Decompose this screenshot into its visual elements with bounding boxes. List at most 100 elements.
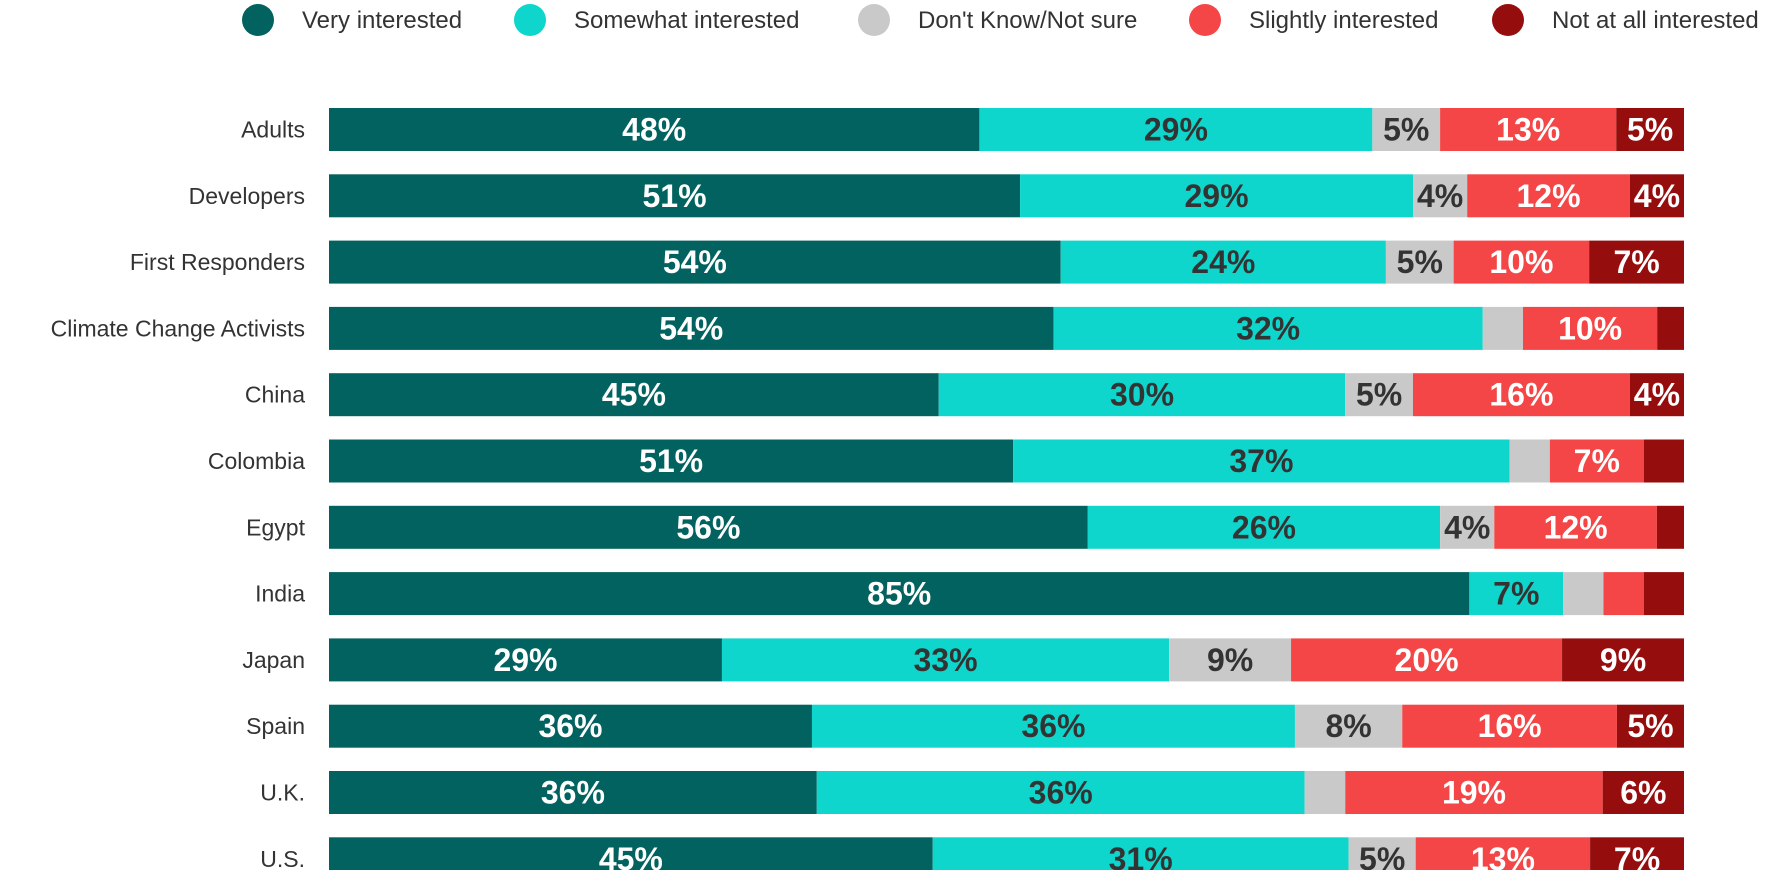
bar-segment-don-t-know-not-sure bbox=[1348, 837, 1416, 870]
bar-segment-don-t-know-not-sure bbox=[1294, 704, 1403, 748]
category-label: First Responders bbox=[130, 249, 305, 275]
data-label-don-t-know-not-sure: 5% bbox=[1359, 841, 1405, 870]
data-label-not-at-all-interested: 7% bbox=[1613, 244, 1659, 280]
data-label-somewhat-interested: 33% bbox=[914, 642, 978, 678]
legend-swatch-not-at-all-interested bbox=[1492, 4, 1524, 36]
bar-row-climate-change-activists: Climate Change Activists 54% 32% 10% bbox=[51, 306, 1684, 350]
bar-segment-slightly-interested bbox=[1494, 505, 1657, 549]
bar-segment-very-interested bbox=[329, 505, 1088, 549]
bar-segment-very-interested bbox=[329, 572, 1470, 616]
bar-segment-not-at-all-interested bbox=[1656, 505, 1684, 549]
bar-segment-slightly-interested bbox=[1467, 174, 1630, 218]
data-label-don-t-know-not-sure: 9% bbox=[1207, 642, 1253, 678]
category-label: Colombia bbox=[208, 448, 305, 474]
legend-swatch-slightly-interested bbox=[1189, 4, 1221, 36]
bar-segment-somewhat-interested bbox=[1013, 439, 1510, 483]
bar-segment-slightly-interested bbox=[1415, 837, 1591, 870]
legend-item-slightly-interested: Slightly interested bbox=[1189, 4, 1438, 36]
legend-label-not-at-all-interested: Not at all interested bbox=[1552, 7, 1759, 34]
data-label-not-at-all-interested: 5% bbox=[1627, 112, 1673, 148]
category-label: Climate Change Activists bbox=[51, 315, 305, 341]
bar-segment-slightly-interested bbox=[1603, 572, 1644, 616]
data-label-don-t-know-not-sure: 8% bbox=[1325, 708, 1371, 744]
bar-segment-slightly-interested bbox=[1440, 108, 1617, 151]
bar-segment-somewhat-interested bbox=[811, 704, 1295, 748]
data-label-don-t-know-not-sure: 5% bbox=[1356, 377, 1402, 413]
bar-segment-slightly-interested bbox=[1413, 373, 1630, 417]
category-label: India bbox=[255, 581, 305, 607]
data-label-don-t-know-not-sure: 4% bbox=[1417, 178, 1463, 214]
data-label-don-t-know-not-sure: 5% bbox=[1397, 244, 1443, 280]
bar-segment-not-at-all-interested bbox=[1629, 373, 1684, 417]
data-label-not-at-all-interested: 6% bbox=[1620, 775, 1666, 811]
bar-segment-not-at-all-interested bbox=[1629, 174, 1684, 218]
legend-label-very-interested: Very interested bbox=[302, 7, 462, 34]
bar-segment-slightly-interested bbox=[1453, 240, 1590, 284]
data-label-somewhat-interested: 36% bbox=[1029, 775, 1093, 811]
bar-row-egypt: Egypt 56% 26% 4% 12% bbox=[246, 505, 1684, 549]
bar-segment-don-t-know-not-sure bbox=[1440, 505, 1495, 549]
bar-row-adults: Adults 48% 29% 5% 13% 5% bbox=[241, 108, 1684, 151]
data-label-not-at-all-interested: 5% bbox=[1627, 708, 1673, 744]
legend-item-not-at-all-interested: Not at all interested bbox=[1492, 4, 1759, 36]
data-label-somewhat-interested: 32% bbox=[1236, 310, 1300, 346]
bar-segment-slightly-interested bbox=[1402, 704, 1617, 748]
category-label: Egypt bbox=[246, 514, 305, 540]
data-label-very-interested: 36% bbox=[541, 775, 605, 811]
bar-segment-not-at-all-interested bbox=[1643, 572, 1684, 616]
legend: Very interested Somewhat interested Don't … bbox=[242, 4, 1759, 36]
bar-segment-somewhat-interested bbox=[1060, 240, 1386, 284]
data-label-somewhat-interested: 24% bbox=[1191, 244, 1255, 280]
bar-segment-very-interested bbox=[329, 174, 1021, 218]
data-label-not-at-all-interested: 4% bbox=[1634, 377, 1680, 413]
bar-segment-very-interested bbox=[329, 638, 722, 682]
bar-segment-somewhat-interested bbox=[721, 638, 1170, 682]
bar-row-colombia: Colombia 51% 37% 7% bbox=[208, 439, 1684, 483]
bar-segment-slightly-interested bbox=[1291, 638, 1563, 682]
legend-swatch-somewhat-interested bbox=[514, 4, 546, 36]
bar-row-developers: Developers 51% 29% 4% 12% 4% bbox=[189, 174, 1684, 218]
data-label-slightly-interested: 12% bbox=[1516, 178, 1580, 214]
data-label-very-interested: 54% bbox=[659, 310, 723, 346]
bar-segment-somewhat-interested bbox=[932, 837, 1349, 870]
data-label-very-interested: 36% bbox=[538, 708, 602, 744]
category-label: China bbox=[245, 382, 305, 408]
data-label-not-at-all-interested: 9% bbox=[1600, 642, 1646, 678]
bar-row-japan: Japan 29% 33% 9% 20% 9% bbox=[242, 638, 1684, 682]
data-label-very-interested: 45% bbox=[599, 841, 663, 870]
bar-segment-very-interested bbox=[329, 837, 933, 870]
data-label-very-interested: 48% bbox=[622, 112, 686, 148]
bar-segment-don-t-know-not-sure bbox=[1372, 108, 1441, 151]
category-label: U.S. bbox=[260, 846, 305, 870]
category-label: Developers bbox=[189, 183, 305, 209]
bar-segment-don-t-know-not-sure bbox=[1169, 638, 1292, 682]
bar-row-india: India 85% 7% bbox=[255, 572, 1684, 616]
bar-segment-very-interested bbox=[329, 439, 1014, 483]
legend-label-slightly-interested: Slightly interested bbox=[1249, 7, 1438, 34]
bar-segment-not-at-all-interested bbox=[1602, 771, 1684, 814]
data-label-somewhat-interested: 26% bbox=[1232, 509, 1296, 545]
legend-item-don-t-know-not-sure: Don't Know/Not sure bbox=[858, 4, 1137, 36]
bar-segment-not-at-all-interested bbox=[1643, 439, 1684, 483]
bar-row-china: China 45% 30% 5% 16% 4% bbox=[245, 373, 1684, 417]
bar-row-first-responders: First Responders 54% 24% 5% 10% 7% bbox=[130, 240, 1684, 284]
legend-item-somewhat-interested: Somewhat interested bbox=[514, 4, 799, 36]
data-label-very-interested: 54% bbox=[663, 244, 727, 280]
data-label-slightly-interested: 10% bbox=[1558, 310, 1622, 346]
data-label-slightly-interested: 13% bbox=[1471, 841, 1535, 870]
data-label-don-t-know-not-sure: 5% bbox=[1383, 112, 1429, 148]
bar-segment-somewhat-interested bbox=[1469, 572, 1564, 616]
bar-segment-don-t-know-not-sure bbox=[1413, 174, 1468, 218]
legend-label-don-t-know-not-sure: Don't Know/Not sure bbox=[918, 7, 1137, 34]
data-label-very-interested: 29% bbox=[493, 642, 557, 678]
data-label-somewhat-interested: 29% bbox=[1144, 112, 1208, 148]
bar-segment-somewhat-interested bbox=[979, 108, 1373, 151]
bar-segment-not-at-all-interested bbox=[1562, 638, 1684, 682]
bar-segment-somewhat-interested bbox=[1020, 174, 1413, 218]
bar-segment-not-at-all-interested bbox=[1657, 306, 1684, 350]
bar-segment-very-interested bbox=[329, 373, 939, 417]
bar-segment-somewhat-interested bbox=[1087, 505, 1441, 549]
category-label: Adults bbox=[241, 117, 305, 143]
data-label-slightly-interested: 13% bbox=[1496, 112, 1560, 148]
